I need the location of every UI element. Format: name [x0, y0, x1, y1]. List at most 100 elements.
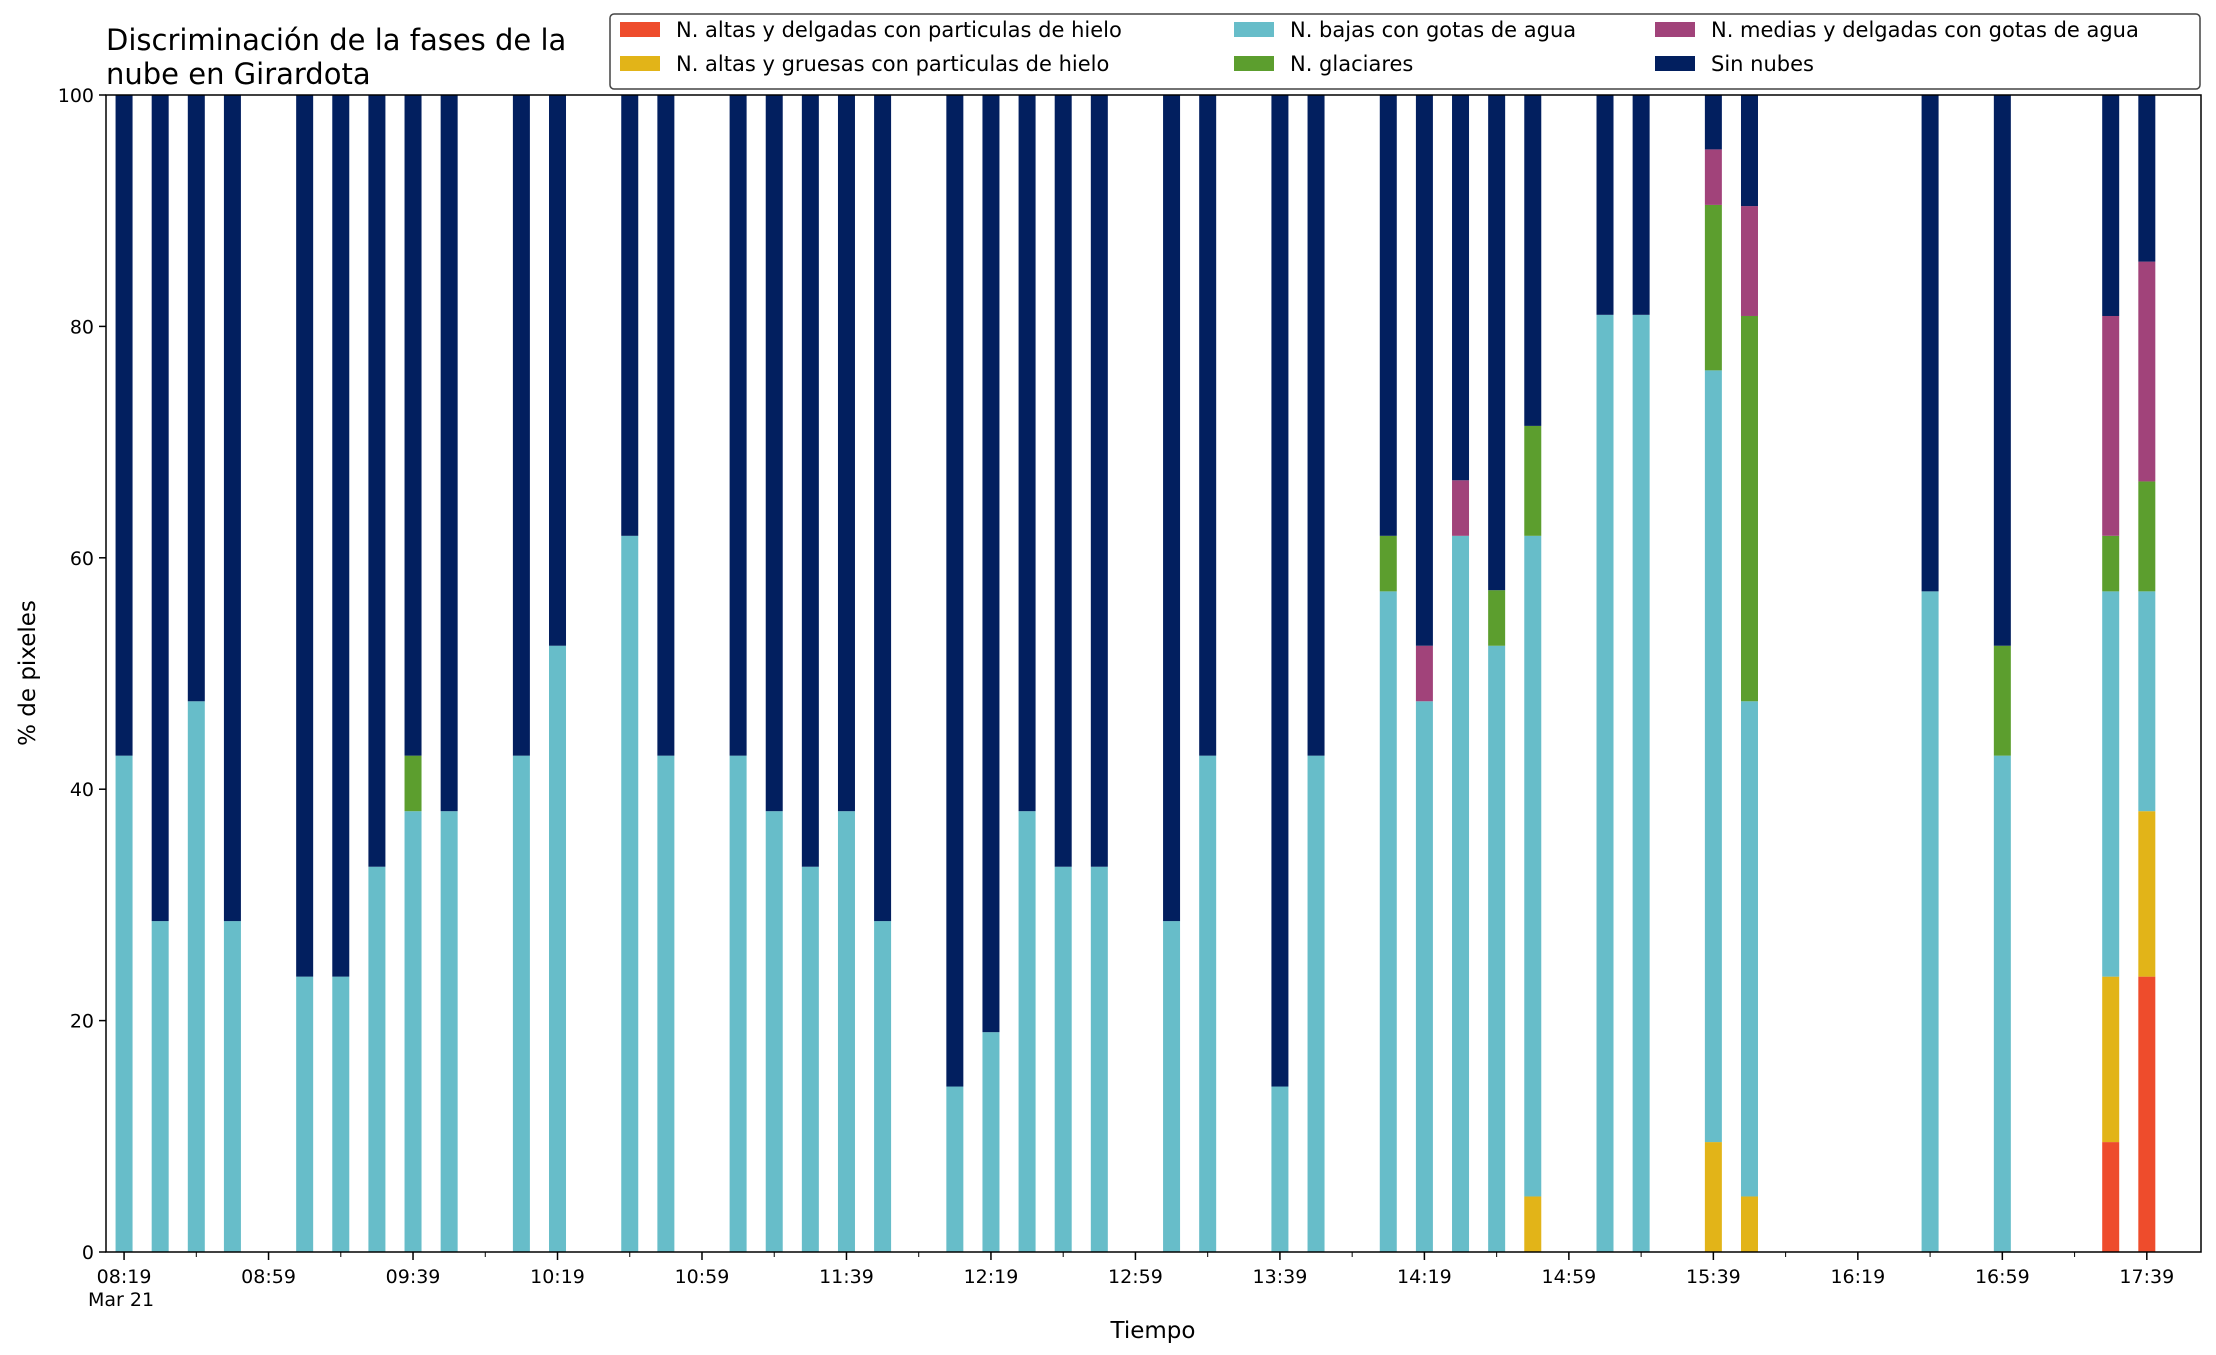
bar-segment-34-4: [1704, 149, 1722, 205]
x-date-label: Mar 21: [88, 1289, 154, 1311]
x-tick-label-14: 17:39: [2119, 1266, 2174, 1288]
bar-segment-8-2: [440, 811, 458, 1252]
bar-segment-9-5: [512, 95, 530, 756]
bar-segment-3-2: [223, 921, 241, 1252]
bar-segment-39-5: [2138, 95, 2156, 262]
bar-segment-25-5: [1271, 95, 1289, 1087]
bar-segment-33-2: [1632, 314, 1650, 1253]
bar-segment-34-2: [1704, 370, 1722, 1143]
legend-swatch-5: [1655, 56, 1695, 71]
x-tick-label-11: 15:39: [1686, 1266, 1741, 1288]
y-tick-label-3: 60: [70, 548, 94, 570]
bar-segment-31-1: [1524, 1196, 1542, 1252]
bar-segment-38-2: [2102, 591, 2120, 977]
bar-segment-10-2: [549, 645, 567, 1252]
bar-segment-34-5: [1704, 95, 1722, 150]
bar-segment-32-5: [1596, 95, 1614, 315]
bar-segment-33-5: [1632, 95, 1650, 315]
bar-segment-37-5: [1993, 95, 2011, 646]
bar-segment-34-3: [1704, 204, 1722, 371]
bar-segment-14-5: [765, 95, 783, 812]
bar-segment-35-2: [1740, 701, 1758, 1197]
bar-segment-5-5: [332, 95, 350, 977]
y-axis-label: % de pixeles: [15, 600, 41, 746]
bar-segment-6-2: [368, 866, 386, 1252]
bar-segment-19-2: [982, 1032, 1000, 1252]
bar-segment-4-5: [296, 95, 314, 977]
bar-segment-16-2: [837, 811, 855, 1252]
bar-segment-2-2: [187, 701, 205, 1252]
bar-segment-3-5: [223, 95, 241, 922]
legend-label-3: N. glaciares: [1290, 52, 1413, 76]
bar-segment-22-2: [1090, 866, 1108, 1252]
y-tick-label-2: 40: [70, 779, 94, 801]
bar-segment-31-2: [1524, 535, 1542, 1197]
bar-segment-38-0: [2102, 1142, 2120, 1252]
bar-segment-23-2: [1163, 921, 1181, 1252]
bar-segment-18-5: [946, 95, 964, 1087]
bar-segment-15-5: [801, 95, 819, 867]
y-tick-label-0: 0: [82, 1242, 94, 1264]
x-tick-label-3: 10:19: [530, 1266, 585, 1288]
bar-segment-7-2: [404, 811, 422, 1252]
bar-segment-39-4: [2138, 261, 2156, 482]
x-tick-label-5: 11:39: [819, 1266, 874, 1288]
bar-segment-15-2: [801, 866, 819, 1252]
legend-swatch-1: [620, 56, 660, 71]
chart-title-line-1: Discriminación de la fases de la: [106, 23, 566, 57]
bar-segment-19-5: [982, 95, 1000, 1033]
bar-segment-38-5: [2102, 95, 2120, 316]
bar-segment-30-3: [1488, 590, 1506, 646]
bar-segment-25-2: [1271, 1086, 1289, 1252]
bar-segment-38-3: [2102, 535, 2120, 592]
bar-segment-0-5: [115, 95, 133, 756]
legend-frame: [609, 13, 2201, 90]
x-tick-label-0: 08:19: [97, 1266, 152, 1288]
legend-label-0: N. altas y delgadas con particulas de hi…: [676, 18, 1122, 42]
bar-segment-38-4: [2102, 315, 2120, 536]
bar-segment-22-5: [1090, 95, 1108, 867]
y-tick-label-4: 80: [70, 316, 94, 338]
bar-segment-39-3: [2138, 481, 2156, 592]
bar-segment-27-3: [1379, 535, 1397, 592]
bar-segment-27-2: [1379, 591, 1397, 1252]
bar-segment-8-5: [440, 95, 458, 812]
bar-segment-14-2: [765, 811, 783, 1252]
legend-label-5: Sin nubes: [1711, 52, 1814, 76]
bar-segment-18-2: [946, 1086, 964, 1252]
bar-segment-24-2: [1199, 755, 1217, 1252]
bar-segment-20-2: [1018, 811, 1036, 1252]
bar-segment-6-5: [368, 95, 386, 867]
bar-segment-12-5: [657, 95, 675, 756]
bar-segment-20-5: [1018, 95, 1036, 812]
x-tick-label-9: 14:19: [1397, 1266, 1452, 1288]
bar-segment-26-2: [1307, 755, 1325, 1252]
bar-segment-10-5: [549, 95, 567, 646]
bar-segment-34-1: [1704, 1142, 1722, 1252]
bars-group: [115, 95, 2156, 1253]
x-axis-label: Tiempo: [1110, 1318, 1196, 1344]
bar-segment-13-2: [729, 755, 747, 1252]
chart-title-line-2: nube en Girardota: [106, 57, 371, 91]
bar-segment-35-5: [1740, 95, 1758, 207]
x-axis: 08:19 08:59 09:39 10:19 10:59 11:39 12:19 12:59…: [97, 1252, 2174, 1288]
bar-segment-11-5: [621, 95, 639, 536]
x-tick-label-4: 10:59: [675, 1266, 730, 1288]
bar-segment-39-2: [2138, 591, 2156, 812]
bar-segment-23-5: [1163, 95, 1181, 922]
bar-segment-38-1: [2102, 976, 2120, 1143]
legend-swatch-0: [620, 22, 660, 37]
bar-segment-39-0: [2138, 976, 2156, 1252]
x-tick-label-12: 16:19: [1830, 1266, 1885, 1288]
y-tick-label-1: 20: [70, 1011, 94, 1033]
bar-segment-17-2: [874, 921, 892, 1252]
bar-segment-37-2: [1993, 755, 2011, 1252]
bar-segment-29-2: [1452, 535, 1470, 1252]
legend-label-2: N. bajas con gotas de agua: [1290, 18, 1576, 42]
legend: N. altas y delgadas con particulas de hi…: [609, 13, 2201, 90]
bar-segment-24-5: [1199, 95, 1217, 756]
bar-segment-0-2: [115, 755, 133, 1252]
bar-segment-36-2: [1921, 591, 1939, 1252]
legend-swatch-3: [1234, 56, 1274, 71]
bar-segment-7-5: [404, 95, 422, 756]
